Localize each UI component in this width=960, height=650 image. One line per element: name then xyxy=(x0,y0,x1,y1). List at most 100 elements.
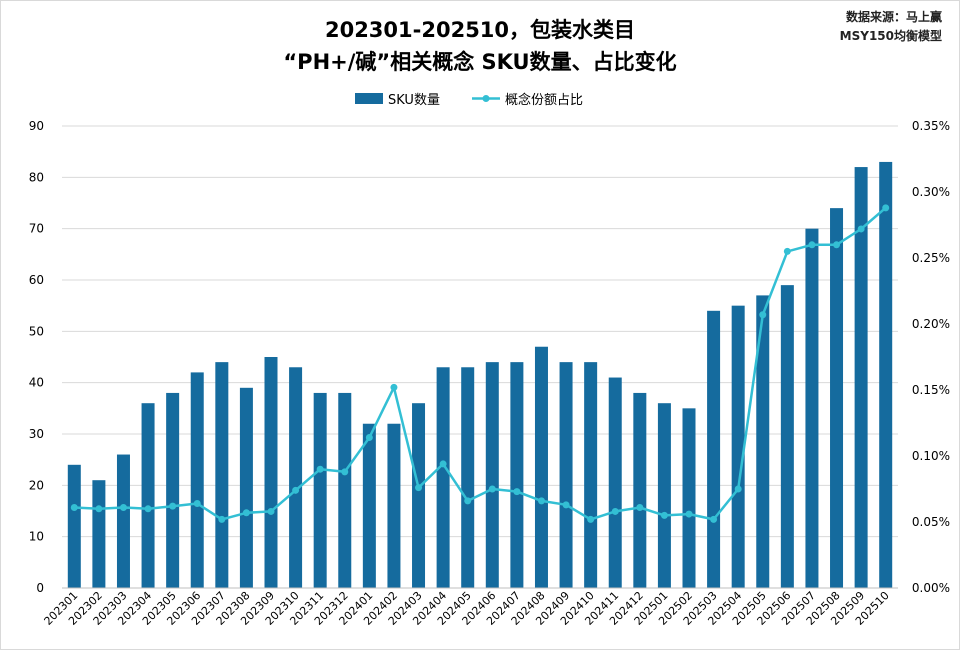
bar xyxy=(67,464,81,588)
left-axis-tick-label: 90 xyxy=(29,119,44,133)
line-point xyxy=(537,497,545,505)
line-point xyxy=(144,505,152,513)
line-point xyxy=(882,204,890,212)
bar xyxy=(485,362,499,588)
bar xyxy=(264,357,278,588)
line-path xyxy=(74,206,887,521)
gridlines xyxy=(62,125,898,538)
right-axis-tick-label: 0.25% xyxy=(912,251,950,265)
bar xyxy=(805,228,819,588)
line-point xyxy=(734,485,742,493)
legend: SKU数量 概念份额占比 xyxy=(355,92,583,108)
line-point xyxy=(218,515,226,523)
bar xyxy=(633,392,647,588)
line-point xyxy=(710,515,718,523)
bar xyxy=(461,367,475,588)
bar xyxy=(362,423,376,588)
bar xyxy=(141,403,155,588)
right-axis-tick-label: 0.10% xyxy=(912,449,950,463)
left-axis-tick-label: 60 xyxy=(29,273,44,287)
line-point xyxy=(169,502,177,510)
left-axis-tick-label: 70 xyxy=(29,222,44,236)
left-axis-tick-label: 50 xyxy=(29,324,44,338)
left-axis-tick-label: 40 xyxy=(29,376,44,390)
line-point xyxy=(783,247,791,255)
line-point xyxy=(611,507,619,515)
line-point xyxy=(488,485,496,493)
bar xyxy=(682,408,696,588)
bar xyxy=(166,392,180,588)
bar xyxy=(657,403,671,588)
left-axis-tick-label: 80 xyxy=(29,170,44,184)
line-point xyxy=(808,241,816,249)
line-point xyxy=(119,503,127,511)
bar xyxy=(780,285,794,588)
legend-label-sku-count: SKU数量 xyxy=(388,93,440,108)
bar xyxy=(92,480,106,588)
bar xyxy=(584,362,598,588)
line-point xyxy=(587,515,595,523)
bar xyxy=(608,377,622,588)
data-source-label: 数据来源：马上赢 xyxy=(845,10,942,24)
line-point xyxy=(415,484,423,492)
line-point xyxy=(562,501,570,509)
bar xyxy=(239,387,253,588)
line-point xyxy=(660,511,668,519)
bar xyxy=(436,367,450,588)
line-point xyxy=(292,486,300,494)
line-point xyxy=(390,383,398,391)
bar xyxy=(190,372,204,588)
legend-marker-line xyxy=(482,95,490,102)
line-point xyxy=(857,225,865,233)
bar xyxy=(215,362,229,588)
line-point xyxy=(365,434,373,442)
left-axis-tick-label: 20 xyxy=(29,478,44,492)
right-axis-tick-label: 0.15% xyxy=(912,383,950,397)
line-point xyxy=(341,468,349,476)
chart-title-line-1: 202301-202510，包装水类目 xyxy=(324,18,636,42)
bar xyxy=(412,403,426,588)
bar xyxy=(707,310,721,588)
line-point xyxy=(193,500,201,508)
right-axis-tick-label: 0.05% xyxy=(912,515,950,529)
legend-swatch-bar xyxy=(355,93,383,104)
chart-title-line-2: “PH+/碱”相关概念 SKU数量、占比变化 xyxy=(283,50,677,74)
bar xyxy=(387,423,401,588)
line-point xyxy=(316,465,324,473)
line-point xyxy=(685,510,693,518)
line-point xyxy=(513,488,521,496)
bar xyxy=(116,454,130,588)
right-axis-tick-label: 0.00% xyxy=(912,581,950,595)
bar xyxy=(559,362,573,588)
line-point xyxy=(267,507,275,515)
bar xyxy=(338,392,352,588)
bar xyxy=(289,367,303,588)
right-axis-tick-label: 0.30% xyxy=(912,185,950,199)
left-axis-tick-label: 30 xyxy=(29,427,44,441)
bar xyxy=(879,161,893,588)
legend-label-concept-share: 概念份额占比 xyxy=(505,92,583,108)
right-axis-tick-label: 0.35% xyxy=(912,119,950,133)
bar xyxy=(731,305,745,588)
bar xyxy=(854,167,868,589)
line-point xyxy=(833,241,841,249)
line-point xyxy=(70,503,78,511)
left-axis-tick-label: 10 xyxy=(29,530,44,544)
line-point xyxy=(95,505,103,513)
right-axis-tick-label: 0.20% xyxy=(912,317,950,331)
bar xyxy=(313,392,327,588)
bar xyxy=(756,295,770,588)
line-point xyxy=(242,509,250,517)
line-point xyxy=(464,497,472,505)
left-axis-tick-label: 0 xyxy=(36,581,44,595)
line-point xyxy=(759,311,767,319)
line-series-concept-share xyxy=(70,204,890,523)
model-label: MSY150均衡模型 xyxy=(839,29,942,43)
bar xyxy=(510,362,524,588)
bar xyxy=(830,208,844,588)
line-point xyxy=(636,503,644,511)
bar xyxy=(534,346,548,588)
line-point xyxy=(439,460,447,468)
bar-series-sku-count xyxy=(67,161,893,589)
